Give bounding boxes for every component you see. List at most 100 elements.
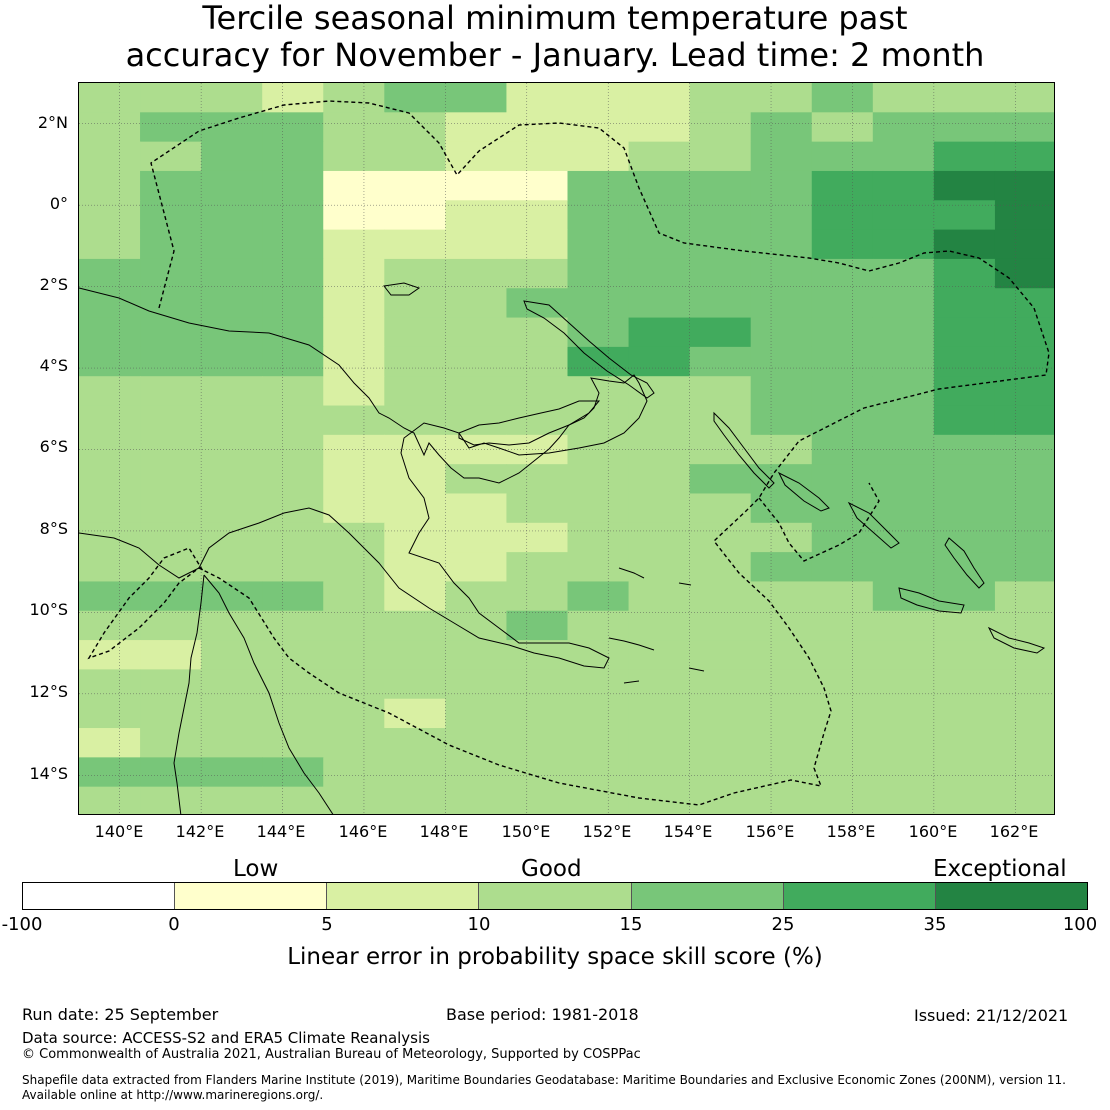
skill-cell — [750, 610, 813, 641]
skill-cell — [201, 346, 263, 377]
skill-cell — [567, 200, 630, 231]
skill-cell — [933, 83, 996, 113]
skill-cell — [567, 493, 630, 524]
skill-cell — [628, 346, 691, 377]
map-plot-area — [78, 82, 1055, 815]
skill-cell — [872, 376, 935, 407]
skill-cell — [933, 258, 996, 289]
skill-cell — [933, 610, 996, 641]
skill-cell — [79, 405, 141, 436]
skill-cell — [506, 581, 569, 612]
skill-cell — [79, 669, 141, 700]
skill-cell — [933, 200, 996, 231]
skill-cell — [933, 640, 996, 670]
skill-cell — [506, 640, 569, 670]
skill-cell — [262, 698, 324, 729]
skill-cell — [79, 112, 141, 143]
lon-label-156e: 156°E — [745, 822, 795, 841]
skill-cell — [201, 698, 263, 729]
skill-cell — [445, 669, 508, 700]
skill-cell — [323, 640, 385, 670]
skill-cell — [872, 728, 935, 758]
skill-cell — [79, 141, 141, 172]
lon-label-140e: 140°E — [94, 822, 144, 841]
skill-cell — [323, 669, 385, 700]
skill-cell — [689, 757, 752, 788]
skill-cell — [445, 522, 508, 553]
skill-cell — [872, 170, 935, 201]
skill-cell — [201, 288, 263, 319]
skill-cell — [506, 83, 569, 113]
skill-cell — [994, 258, 1054, 289]
skill-cell — [811, 288, 874, 319]
skill-cell — [994, 434, 1054, 465]
skill-cell — [872, 200, 935, 231]
skill-cell — [628, 464, 691, 495]
skill-cell — [445, 346, 508, 377]
skill-cell — [79, 346, 141, 377]
skill-cell — [628, 434, 691, 465]
skill-cell — [201, 522, 263, 553]
skill-cell — [994, 786, 1054, 814]
skill-cell — [933, 317, 996, 348]
colorbar-segment-10-15 — [479, 883, 632, 909]
skill-cell — [384, 288, 446, 319]
skill-cell — [79, 229, 141, 260]
skill-cell — [689, 405, 752, 436]
skill-cell — [140, 288, 202, 319]
skill-cell — [994, 669, 1054, 700]
skill-cell — [750, 346, 813, 377]
skill-cell — [811, 405, 874, 436]
skill-cell — [994, 317, 1054, 348]
skill-cell — [140, 493, 202, 524]
skill-cell — [933, 552, 996, 583]
skill-cell — [323, 258, 385, 289]
skill-cell — [811, 522, 874, 553]
colorbar-tick: 10 — [467, 914, 491, 935]
skill-cell — [140, 141, 202, 172]
skill-cell — [262, 757, 324, 788]
skill-cell — [323, 405, 385, 436]
skill-cell — [323, 112, 385, 143]
skill-cell — [811, 757, 874, 788]
skill-cell — [933, 141, 996, 172]
lat-label-10s: 10°S — [29, 600, 68, 619]
skill-cell — [445, 640, 508, 670]
skill-cell — [262, 581, 324, 612]
skill-cell — [628, 757, 691, 788]
skill-cell — [323, 376, 385, 407]
skill-cell — [262, 170, 324, 201]
skill-cell — [567, 610, 630, 641]
skill-cell — [201, 434, 263, 465]
skill-cell — [79, 786, 141, 814]
skill-cell — [384, 610, 446, 641]
skill-cell — [872, 786, 935, 814]
skill-cell — [750, 170, 813, 201]
skill-cell — [811, 581, 874, 612]
skill-cell — [811, 376, 874, 407]
skill-cell — [201, 376, 263, 407]
skill-cell — [79, 317, 141, 348]
skill-cell — [323, 141, 385, 172]
skill-cell — [262, 258, 324, 289]
skill-cell — [323, 728, 385, 758]
skill-cell — [689, 493, 752, 524]
skill-cell — [872, 229, 935, 260]
skill-cell — [933, 405, 996, 436]
skill-cell — [689, 434, 752, 465]
skill-cell — [384, 141, 446, 172]
skill-cell — [79, 376, 141, 407]
skill-cell — [933, 112, 996, 143]
skill-cell — [872, 552, 935, 583]
skill-cell — [628, 229, 691, 260]
skill-cell — [628, 522, 691, 553]
skill-cell — [79, 698, 141, 729]
skill-cell — [689, 640, 752, 670]
skill-cell — [201, 83, 263, 113]
skill-cell — [445, 258, 508, 289]
skill-cell — [628, 200, 691, 231]
skill-cell — [750, 376, 813, 407]
skill-cell — [872, 258, 935, 289]
skill-cell — [201, 640, 263, 670]
skill-cell — [323, 493, 385, 524]
